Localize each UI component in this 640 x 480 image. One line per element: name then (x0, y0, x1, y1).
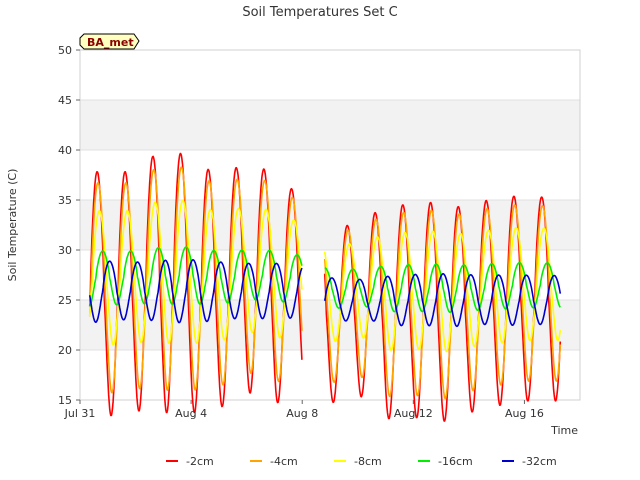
legend-label: -32cm (522, 455, 557, 468)
legend-label: -8cm (354, 455, 382, 468)
y-axis: 15 20 25 30 35 40 45 50 (58, 44, 80, 407)
y-tick-label: 40 (58, 144, 72, 157)
x-tick-label: Aug 12 (394, 407, 433, 420)
x-tick-label: Jul 31 (64, 407, 96, 420)
x-axis: Jul 31 Aug 4 Aug 8 Aug 12 Aug 16 (64, 400, 544, 420)
legend: -2cm -4cm -8cm -16cm -32cm (166, 455, 557, 468)
x-axis-label: Time (550, 424, 578, 437)
y-tick-label: 20 (58, 344, 72, 357)
x-tick-label: Aug 16 (505, 407, 544, 420)
station-label-shape (79, 33, 140, 50)
background-band (80, 150, 580, 200)
y-tick-label: 15 (58, 394, 72, 407)
y-tick-label: 25 (58, 294, 72, 307)
background-band (80, 200, 580, 250)
y-axis-label: Soil Temperature (C) (6, 169, 19, 282)
y-tick-label: 45 (58, 94, 72, 107)
series-line-minus-16cm (88, 246, 561, 313)
x-tick-label: Aug 4 (175, 407, 207, 420)
series-line-minus-8cm (88, 199, 562, 353)
y-tick-label: 30 (58, 244, 72, 257)
background-band (80, 50, 580, 100)
chart-title: Soil Temperatures Set C (242, 5, 397, 20)
x-tick-label: Aug 8 (286, 407, 318, 420)
legend-label: -16cm (438, 455, 473, 468)
series-line-minus-4cm (88, 166, 562, 400)
legend-label: -4cm (270, 455, 298, 468)
plot-area (79, 49, 581, 401)
y-tick-label: 35 (58, 194, 72, 207)
series-line-minus-32cm (88, 259, 562, 328)
background-band (80, 100, 580, 150)
series-layer (88, 152, 562, 422)
station-label: BA_met (87, 36, 134, 49)
legend-label: -2cm (186, 455, 214, 468)
station-label-box: BA_met (79, 33, 140, 50)
y-tick-label: 50 (58, 44, 72, 57)
